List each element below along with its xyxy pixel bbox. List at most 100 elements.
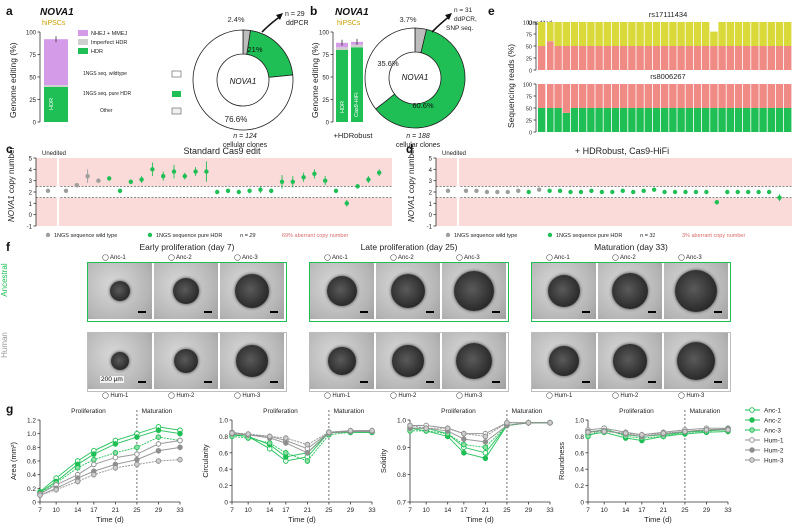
g-series-line-hum-3 bbox=[231, 430, 372, 446]
panel-b-chart: NOVA1 hiPSCs Genome editing (%) 0 25 50 75 1… bbox=[310, 7, 477, 149]
panel-e-s1-bar-salmon bbox=[644, 46, 652, 70]
panel-e-s2-bar-green bbox=[726, 108, 734, 132]
panel-e-s2-y-tick-label: 75 bbox=[526, 95, 532, 101]
anc-label: ◯ Anc-3 bbox=[678, 255, 702, 261]
panel-e-s2-bar-green bbox=[661, 108, 669, 132]
panel-e-s1-bar-yellow bbox=[595, 22, 603, 46]
panel-a-ylabel: Genome editing (%) bbox=[8, 42, 18, 118]
panel-e-s2-bar-green bbox=[743, 108, 751, 132]
g-x-tick-label: 17 bbox=[460, 507, 468, 514]
g-proliferation-label: Proliferation bbox=[71, 408, 106, 415]
g-legend-label: Anc-3 bbox=[764, 428, 781, 435]
panel-e-s1-bar-yellow bbox=[751, 22, 759, 46]
scale-bar bbox=[714, 381, 722, 383]
panel-b-bar-imperfect-hdr bbox=[351, 44, 363, 48]
panel-e-s1-bar-yellow bbox=[710, 31, 718, 46]
g-x-tick-label: 14 bbox=[622, 507, 630, 514]
panel-d-point bbox=[463, 188, 469, 194]
g-point-hum-3 bbox=[423, 425, 429, 431]
panel-e-s1-bar-yellow bbox=[554, 22, 562, 46]
panel-c-point bbox=[247, 188, 252, 194]
panel-b-donut-center: NOVA1 bbox=[402, 73, 429, 82]
scale-bar bbox=[492, 381, 500, 383]
panel-e-s2-bar-green bbox=[751, 108, 759, 132]
panel-b-arrow-n: n = 31 bbox=[454, 7, 473, 14]
g-point-hum-2 bbox=[461, 436, 467, 442]
panel-b-y-tick-label: 50 bbox=[322, 76, 329, 82]
g-x-tick-label: 10 bbox=[245, 507, 253, 514]
anc-label: ◯ Anc-2 bbox=[390, 255, 414, 261]
panel-e-s1-bar-yellow bbox=[546, 22, 554, 42]
hum-label: ◯ Hum-2 bbox=[168, 393, 195, 399]
g-point-anc-2 bbox=[177, 430, 183, 437]
human-row-border bbox=[309, 332, 509, 392]
panel-e-s1-bar-salmon bbox=[587, 46, 595, 70]
panel-d-point bbox=[557, 188, 563, 194]
panel-c-point bbox=[74, 183, 80, 188]
panel-e-s1-bar-salmon bbox=[775, 46, 784, 70]
panel-e-s2-bar-salmon bbox=[644, 84, 652, 108]
g-y-tick-label: 1.0 bbox=[219, 418, 228, 425]
g-y-tick-label: 0.4 bbox=[27, 472, 36, 479]
panel-c-point bbox=[323, 178, 328, 183]
panel-a-donut-center: NOVA1 bbox=[230, 77, 257, 86]
ancestral-organoid-image bbox=[598, 263, 662, 319]
panel-d-point bbox=[474, 188, 479, 194]
g-point-hum-3 bbox=[369, 427, 375, 434]
g-point-hum-3 bbox=[53, 486, 59, 493]
panel-e-s2-bar-green bbox=[587, 108, 595, 132]
g-point-hum-2 bbox=[155, 448, 162, 454]
g-proliferation-label: Proliferation bbox=[263, 408, 298, 415]
panel-a-y-tick-label: 100 bbox=[26, 31, 37, 37]
g-legend-label: Anc-1 bbox=[764, 408, 781, 415]
panel-e-s1-bar-salmon bbox=[718, 46, 726, 70]
panel-f: f Ancestral Human Early proliferation (d… bbox=[0, 240, 800, 399]
panel-e-s1-bar-salmon bbox=[661, 46, 669, 70]
panel-b-bar2-label: Cas9-HiFi bbox=[354, 93, 360, 117]
panel-d-point bbox=[599, 189, 605, 195]
hum-label: ◯ Hum-2 bbox=[390, 393, 417, 399]
panel-c-legend-hdr-dot bbox=[147, 232, 153, 238]
g-xlabel: Time (d) bbox=[96, 515, 124, 524]
g-point-hum-2 bbox=[134, 456, 140, 463]
panel-e-s1-bar-yellow bbox=[579, 22, 587, 46]
legend-donut-other: Other bbox=[100, 108, 113, 114]
panel-a-y-tick-label: 75 bbox=[29, 53, 36, 59]
panel-d-point bbox=[693, 189, 699, 195]
panel-c-point bbox=[344, 201, 349, 206]
panel-c-point bbox=[366, 177, 371, 182]
panel-d-point bbox=[610, 189, 615, 195]
g-series-line-hum-3 bbox=[587, 429, 728, 436]
panel-e-s2-bar-salmon bbox=[734, 84, 743, 108]
ancestral-organoid-image bbox=[664, 263, 728, 319]
organoid-blob bbox=[676, 341, 716, 381]
g-point-hum-3 bbox=[304, 441, 311, 448]
g-series-line-anc-2 bbox=[39, 429, 181, 493]
g-x-tick-label: 25 bbox=[503, 507, 511, 514]
panel-e-s1-bar-yellow bbox=[743, 22, 751, 46]
hum-label: ◯ Hum-1 bbox=[324, 393, 351, 399]
g-x-tick-label: 14 bbox=[266, 507, 274, 514]
organoid-blob bbox=[173, 278, 199, 304]
organoid-blob bbox=[613, 344, 647, 378]
g-y-tick-label: 0.2 bbox=[575, 483, 584, 490]
g-xlabel: Time (d) bbox=[466, 515, 494, 524]
g-ylabel: Roundness bbox=[557, 442, 566, 480]
anc-label: ◯ Anc-3 bbox=[456, 255, 480, 261]
g-series-line-hum-2 bbox=[231, 430, 372, 454]
panel-e-s1-bar-yellow bbox=[644, 22, 652, 46]
panel-e-label: e bbox=[488, 4, 495, 18]
panel-e-s2-bar-green bbox=[775, 108, 784, 132]
g-point-hum-3 bbox=[547, 419, 553, 426]
g-point-anc-2 bbox=[482, 455, 489, 462]
human-organoid-image bbox=[154, 333, 218, 389]
panel-a-arrow-head bbox=[276, 13, 283, 20]
panel-d-legend-wt-dot bbox=[445, 232, 451, 238]
g-point-anc-3 bbox=[155, 434, 162, 440]
panel-e-s2-bar-salmon bbox=[620, 84, 628, 108]
panel-c-point bbox=[161, 173, 166, 179]
panel-e-s2-bar-green bbox=[562, 112, 570, 132]
panel-a-y-tick-label: 50 bbox=[29, 76, 36, 82]
human-organoid-image bbox=[598, 333, 662, 389]
legend-swatch-hdr bbox=[78, 48, 88, 54]
